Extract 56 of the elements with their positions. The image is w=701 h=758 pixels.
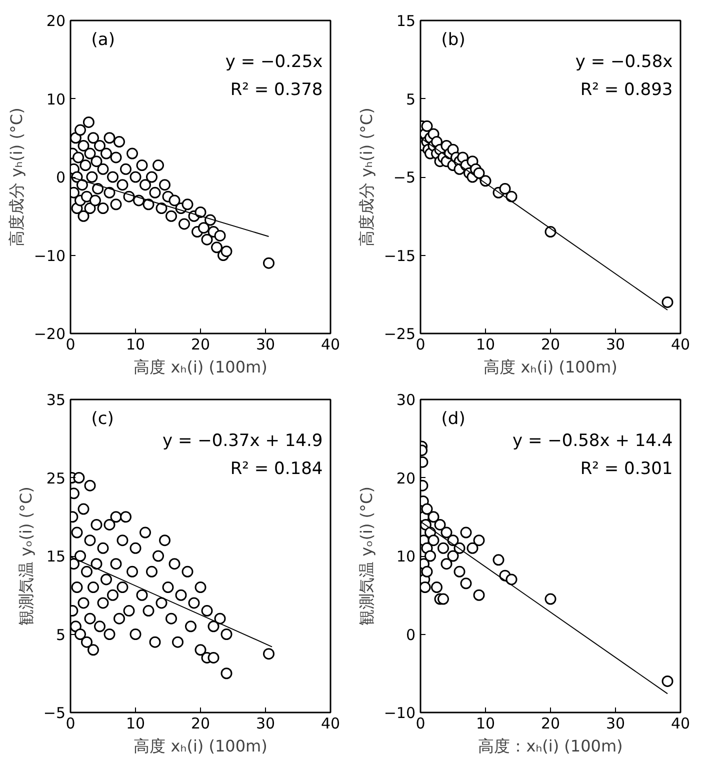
y-tick-label: 5 xyxy=(56,626,66,644)
y-tick-label: −20 xyxy=(34,325,66,343)
x-tick-label: 10 xyxy=(476,336,496,354)
x-tick-label: 40 xyxy=(670,336,690,354)
y-tick-label: 20 xyxy=(396,469,416,488)
annotation: R² = 0.893 xyxy=(580,80,673,100)
y-tick-label: 30 xyxy=(396,391,416,409)
x-tick-label: 30 xyxy=(606,336,626,354)
y-tick-label: −5 xyxy=(43,704,66,722)
x-tick-label: 30 xyxy=(606,714,626,732)
y-tick-label: −5 xyxy=(393,168,416,186)
x-axis-title: 高度 xₕ(i) (100m) xyxy=(134,358,268,376)
y-tick-label: 15 xyxy=(396,12,416,30)
x-tick-label: 20 xyxy=(540,336,560,354)
y-tick-label: 25 xyxy=(46,469,66,488)
annotation: y = −0.37x + 14.9 xyxy=(162,430,323,451)
annotation: y = −0.25x xyxy=(225,52,323,72)
x-axis-title: 高度 xₕ(i) (100m) xyxy=(484,358,618,376)
y-tick-label: 35 xyxy=(46,391,66,409)
x-tick-label: 10 xyxy=(126,336,146,354)
y-tick-label: 10 xyxy=(396,548,416,566)
annotation: y = −0.58x + 14.4 xyxy=(512,430,673,451)
x-tick-label: 40 xyxy=(320,714,340,732)
x-axis-title: 高度：xₕ(i) (100m) xyxy=(478,736,623,756)
annotation: R² = 0.301 xyxy=(580,458,673,479)
y-tick-label: −25 xyxy=(384,325,416,343)
y-tick-label: 0 xyxy=(56,168,66,186)
x-tick-label: 40 xyxy=(670,714,690,732)
annotation: (a) xyxy=(91,30,115,50)
annotation: (c) xyxy=(91,408,114,429)
y-axis-title: 観測気温 yₒ(i) (°C) xyxy=(16,486,36,626)
x-tick-label: 40 xyxy=(320,336,340,354)
x-tick-label: 10 xyxy=(476,714,496,732)
y-tick-label: −15 xyxy=(384,246,416,265)
y-tick-label: −10 xyxy=(384,704,416,722)
annotation: (d) xyxy=(441,408,466,429)
x-tick-label: 20 xyxy=(190,714,210,732)
y-tick-label: 5 xyxy=(406,90,416,108)
y-axis-title: 観測気温 yₒ(i) (°C) xyxy=(356,486,376,626)
y-axis-title: 高度成分 yₕ(i) (°C) xyxy=(356,108,376,246)
x-tick-label: 30 xyxy=(256,336,276,354)
annotation: R² = 0.184 xyxy=(230,458,323,479)
x-tick-label: 10 xyxy=(126,714,146,732)
x-tick-label: 20 xyxy=(190,336,210,354)
annotation: R² = 0.378 xyxy=(230,80,323,100)
annotation: y = −0.58x xyxy=(575,52,673,72)
y-tick-label: 20 xyxy=(46,12,66,30)
annotation: (b) xyxy=(441,30,466,50)
y-tick-label: 15 xyxy=(46,548,66,566)
x-tick-label: 30 xyxy=(256,714,276,732)
y-tick-label: 0 xyxy=(406,626,416,644)
y-axis-title: 高度成分 yₕ(i) (°C) xyxy=(6,108,26,246)
x-tick-label: 20 xyxy=(540,714,560,732)
x-axis-title: 高度 xₕ(i) (100m) xyxy=(134,736,268,756)
y-tick-label: −10 xyxy=(34,246,66,265)
y-tick-label: 10 xyxy=(46,90,66,108)
